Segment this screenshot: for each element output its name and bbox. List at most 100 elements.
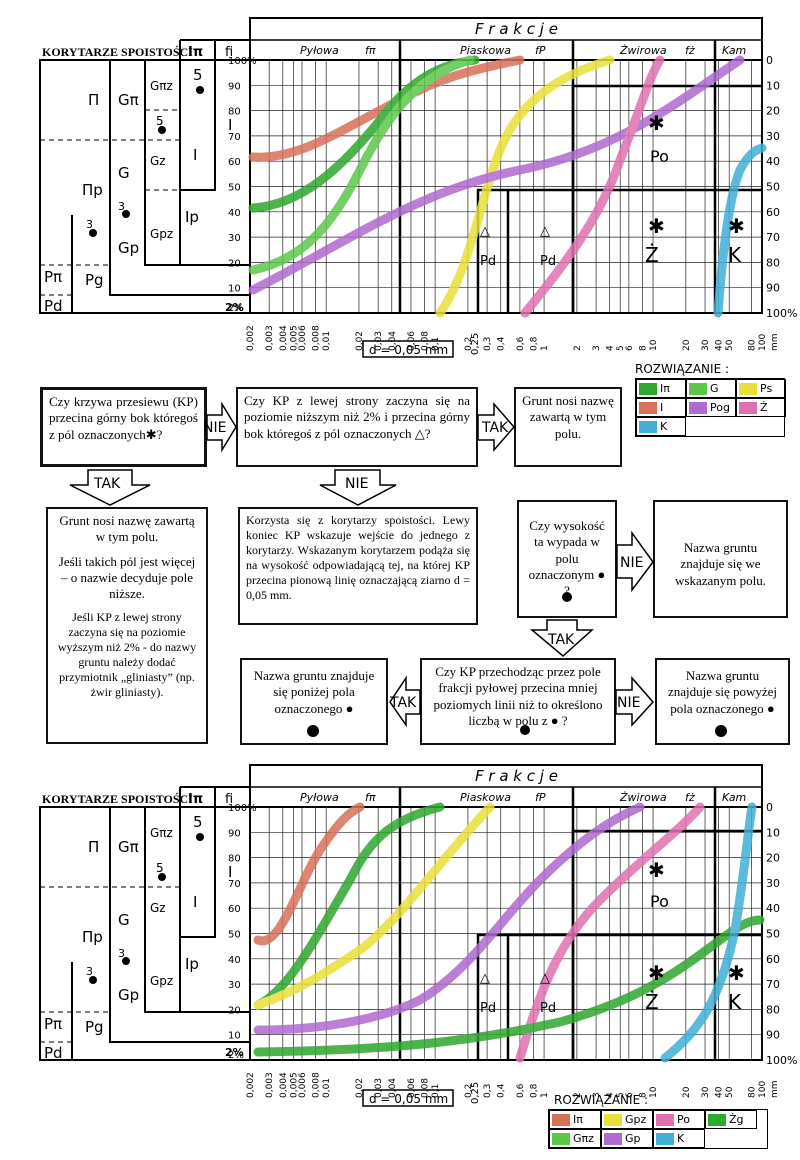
- solution-legend-top: ROZWIĄZANIE : Iπ G Ps I Pog Ż K: [635, 362, 786, 437]
- b-corr: KORYTARZE SPOISTOŚCI: [42, 792, 193, 806]
- svg-text:Po: Po: [650, 147, 669, 166]
- left-info-3: Jeśli KP z lewej strony zaczyna się na p…: [57, 610, 197, 700]
- pct-left-label: 90: [228, 81, 241, 92]
- x-tick-label: 80: [747, 339, 757, 351]
- pct-right-label: 90: [766, 1029, 780, 1042]
- x-tick-label: 0,005: [289, 1072, 299, 1098]
- x-tick-label: 0,003: [265, 1072, 275, 1098]
- legend-entry: G: [686, 379, 736, 398]
- b-fr1: fπ: [365, 791, 376, 804]
- svg-text:Pd: Pd: [480, 254, 496, 269]
- legend-swatch: [639, 382, 657, 395]
- svg-text:Pπ: Pπ: [44, 268, 62, 286]
- svg-text:✱: ✱: [648, 858, 665, 882]
- a-nie3: NIE: [620, 555, 643, 571]
- b-ipi: Iπ: [188, 792, 203, 807]
- x-tick-label: 0,06: [407, 1078, 417, 1098]
- legend-swatch: [708, 1113, 726, 1126]
- legend-label: K: [660, 420, 668, 433]
- pct-right-label: 30: [766, 877, 780, 890]
- svg-text:△: △: [480, 224, 490, 239]
- x-tick-label: 50: [725, 339, 735, 351]
- x-tick-label: 0,02: [355, 331, 365, 351]
- x-tick-label: 0,004: [279, 1072, 289, 1098]
- legend-swatch: [656, 1113, 674, 1126]
- pct-left-label: 60: [228, 157, 241, 168]
- x-tick-label: 0,3: [483, 1084, 493, 1098]
- t-fi: fi: [225, 45, 233, 60]
- x-tick-label: 0,2: [464, 337, 474, 351]
- svg-text:Gp: Gp: [118, 239, 139, 257]
- pct-right-label: 70: [766, 231, 780, 244]
- x-tick-label: 0,1: [431, 337, 441, 351]
- svg-text:Pg: Pg: [85, 1018, 104, 1036]
- svg-text:Gπ: Gπ: [118, 838, 139, 856]
- x-tick-label: 0,002: [246, 1072, 256, 1098]
- result-field: Nazwa gruntu znajduje się we wskazanym p…: [653, 500, 788, 618]
- svg-text:3: 3: [118, 200, 125, 213]
- svg-text:△: △: [540, 224, 550, 239]
- pct-right-label: 60: [766, 953, 780, 966]
- x-tick-label: 0,04: [388, 1078, 398, 1098]
- pct-left-label: 30: [228, 233, 241, 244]
- question-3: Czy wysokość ta wypada w polu oznaczonym…: [517, 500, 617, 618]
- legend-label: Po: [677, 1113, 690, 1126]
- x-tick-label: 0,004: [279, 325, 289, 351]
- legend-entry: Iπ: [636, 379, 686, 398]
- pct-right-label: 0: [766, 54, 773, 67]
- svg-text:Πp: Πp: [82, 181, 103, 199]
- x-tick-label: 8: [638, 1092, 648, 1098]
- svg-text:Gπz: Gπz: [150, 79, 173, 93]
- pct-right-label: 60: [766, 206, 780, 219]
- pct-left-label: 100%: [228, 803, 257, 814]
- x-tick-label: 100: [758, 334, 768, 351]
- legend-label: Żg: [729, 1113, 744, 1126]
- svg-text:Gz: Gz: [150, 154, 166, 168]
- x-tick-label: 40: [715, 1086, 725, 1098]
- t-fr5: fż: [685, 44, 695, 57]
- t-fr0: Pyłowa: [300, 44, 339, 57]
- legend-swatch: [689, 382, 707, 395]
- solution-legend-bottom: ROZWIĄZANIE : Iπ Gpz Po Żg Gπz Gp K: [548, 1093, 768, 1149]
- result-below: Nazwa gruntu znajduje się poniżej pola o…: [240, 658, 388, 745]
- t-fr4: Żwirowa: [619, 44, 667, 57]
- x-tick-label: 4: [606, 345, 616, 351]
- svg-text:3: 3: [118, 947, 125, 960]
- left-info-box: Grunt nosi nazwę zawartą w tym polu. Jeś…: [46, 507, 208, 744]
- pct-right-label: 0: [766, 801, 773, 814]
- svg-text:Gpz: Gpz: [150, 227, 173, 241]
- legend-swatch: [639, 401, 657, 414]
- x-tick-label: 8: [638, 345, 648, 351]
- x-tick-label: 3: [592, 345, 602, 351]
- x-tick-label: 6: [625, 345, 635, 351]
- legend-label: G: [710, 382, 719, 395]
- legend-swatch: [739, 382, 757, 395]
- pct-right-label: 80: [766, 256, 780, 269]
- x-tick-label: 40: [715, 339, 725, 351]
- x-tick-label: 0,8: [530, 1083, 540, 1098]
- svg-text:Gπ: Gπ: [118, 91, 139, 109]
- x-tick-label: 0,03: [374, 1078, 384, 1098]
- b-fr0: Pyłowa: [300, 791, 339, 804]
- svg-text:5: 5: [156, 861, 164, 875]
- svg-text:I: I: [193, 146, 197, 164]
- b-fr6: Kam: [722, 791, 746, 804]
- legend-entry: Żg: [705, 1110, 757, 1129]
- x-tick-label: 0,008: [312, 1072, 322, 1098]
- svg-text:G: G: [118, 164, 130, 182]
- legend-entry: Gπz: [549, 1129, 601, 1148]
- x-tick-label: 0,02: [355, 1078, 365, 1098]
- left-info-1: Grunt nosi nazwę zawartą w tym polu.: [59, 513, 195, 545]
- a-tak2: TAK: [93, 476, 121, 492]
- svg-text:Pπ: Pπ: [44, 1015, 62, 1033]
- svg-text:△: △: [480, 971, 490, 986]
- svg-text:✱: ✱: [728, 214, 745, 238]
- b-025: 0,25: [470, 1082, 481, 1104]
- x-tick-label: 80: [747, 1086, 757, 1098]
- x-tick-label: 2: [573, 1092, 583, 1098]
- a-tak1: TAK: [481, 420, 509, 436]
- svg-text:Pd: Pd: [44, 1044, 63, 1062]
- svg-text:Πp: Πp: [82, 928, 103, 946]
- x-tick-label: 0,4: [497, 336, 507, 351]
- x-tick-label: mm: [770, 333, 780, 351]
